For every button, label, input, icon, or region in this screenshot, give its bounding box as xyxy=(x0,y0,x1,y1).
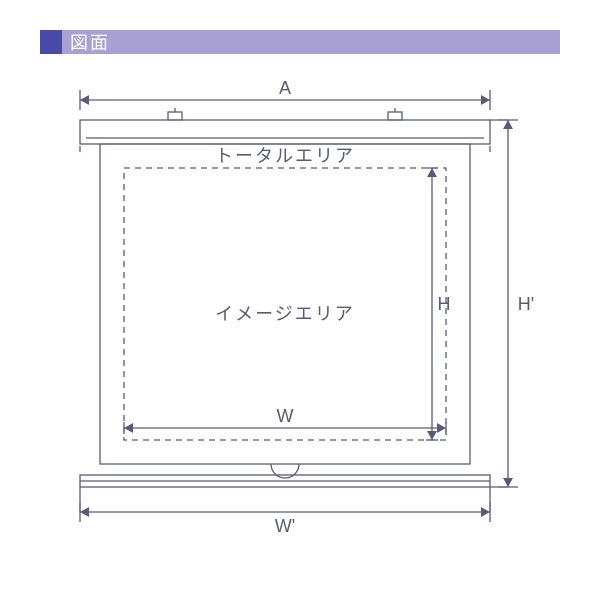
header-accent xyxy=(40,30,62,54)
screen-dimension-diagram: トータルエリアイメージエリア A W W' H H' xyxy=(40,60,560,560)
header-title: 図面 xyxy=(62,30,560,54)
svg-text:W: W xyxy=(277,406,294,426)
svg-text:H': H' xyxy=(518,294,534,314)
svg-text:W': W' xyxy=(275,516,295,536)
section-header: 図面 xyxy=(40,30,560,54)
svg-text:トータルエリア: トータルエリア xyxy=(215,146,355,166)
svg-text:イメージエリア: イメージエリア xyxy=(215,304,355,324)
svg-text:H: H xyxy=(438,294,451,314)
svg-text:A: A xyxy=(279,78,291,98)
